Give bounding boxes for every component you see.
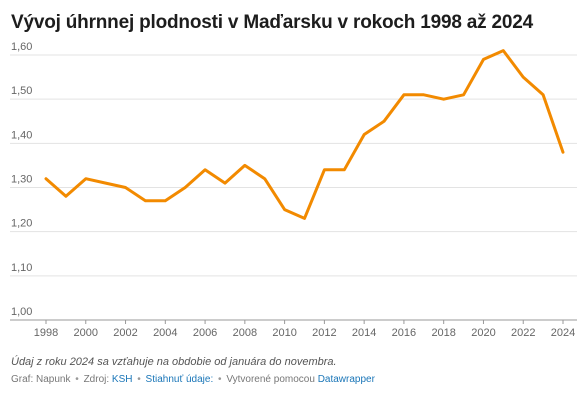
y-tick-label: 1,40: [11, 129, 32, 141]
x-tick-label: 2012: [312, 327, 336, 339]
data-point[interactable]: [123, 185, 129, 191]
datawrapper-link[interactable]: Datawrapper: [317, 374, 375, 385]
x-tick-label: 2010: [272, 327, 296, 339]
data-point[interactable]: [162, 198, 168, 204]
chart-footer: Graf: Napunk • Zdroj: KSH • Stiahnuť úda…: [11, 374, 375, 385]
graph-credit: Graf: Napunk: [11, 374, 71, 385]
x-axis-ticks: 1998 2000 2002 2004 2006 2008 2010 2012 2014 2016…: [34, 320, 575, 339]
chart-note: Údaj z roku 2024 sa vzťahuje na obdobie …: [11, 356, 337, 368]
download-data-link[interactable]: Stiahnuť údaje:: [145, 374, 214, 385]
y-tick-label: 1,50: [11, 85, 32, 97]
data-point[interactable]: [341, 167, 347, 173]
y-tick-label: 1,20: [11, 218, 32, 230]
x-tick-label: 2016: [392, 327, 416, 339]
y-tick-label: 1,60: [11, 41, 32, 53]
data-point[interactable]: [83, 176, 89, 182]
data-point[interactable]: [520, 74, 526, 80]
created-label: Vytvorené pomocou: [226, 374, 315, 385]
x-tick-label: 2000: [74, 327, 98, 339]
series-line: [44, 49, 565, 220]
data-point[interactable]: [63, 193, 69, 199]
separator: •: [218, 374, 222, 385]
data-point[interactable]: [421, 92, 427, 98]
gridlines: [10, 54, 577, 321]
y-tick-label: 1,00: [11, 306, 32, 318]
data-point[interactable]: [500, 48, 506, 54]
x-tick-label: 2022: [511, 327, 535, 339]
data-point[interactable]: [480, 56, 486, 62]
x-tick-label: 2020: [471, 327, 495, 339]
separator: •: [75, 374, 79, 385]
data-point[interactable]: [560, 149, 566, 155]
data-point[interactable]: [262, 176, 268, 182]
x-tick-label: 1998: [34, 327, 58, 339]
data-point[interactable]: [401, 92, 407, 98]
x-tick-label: 2002: [113, 327, 137, 339]
x-tick-label: 2018: [431, 327, 455, 339]
y-tick-label: 1,10: [11, 262, 32, 274]
data-point[interactable]: [381, 118, 387, 124]
chart-title: Vývoj úhrnnej plodnosti v Maďarsku v rok…: [11, 12, 533, 33]
data-point[interactable]: [461, 92, 467, 98]
source-link[interactable]: KSH: [111, 374, 133, 385]
source-label: Zdroj:: [83, 374, 110, 385]
data-point[interactable]: [282, 207, 288, 213]
x-tick-label: 2006: [193, 327, 217, 339]
data-point[interactable]: [142, 198, 148, 204]
data-point[interactable]: [361, 132, 367, 138]
data-point[interactable]: [441, 96, 447, 102]
data-point[interactable]: [242, 162, 248, 168]
data-point[interactable]: [43, 176, 49, 182]
x-tick-label: 2014: [352, 327, 376, 339]
data-point[interactable]: [103, 180, 109, 186]
series-group: [43, 48, 566, 221]
data-point[interactable]: [182, 185, 188, 191]
x-tick-label: 2008: [233, 327, 257, 339]
x-tick-label: 2004: [153, 327, 177, 339]
x-tick-label: 2024: [551, 327, 575, 339]
y-tick-label: 1,30: [11, 174, 32, 186]
data-point[interactable]: [222, 180, 228, 186]
data-point[interactable]: [202, 167, 208, 173]
y-axis-ticks: 1,00 1,10 1,20 1,30 1,40 1,50 1,60: [11, 41, 32, 318]
data-point[interactable]: [321, 167, 327, 173]
separator: •: [137, 374, 141, 385]
data-point[interactable]: [540, 92, 546, 98]
data-point[interactable]: [302, 215, 308, 221]
